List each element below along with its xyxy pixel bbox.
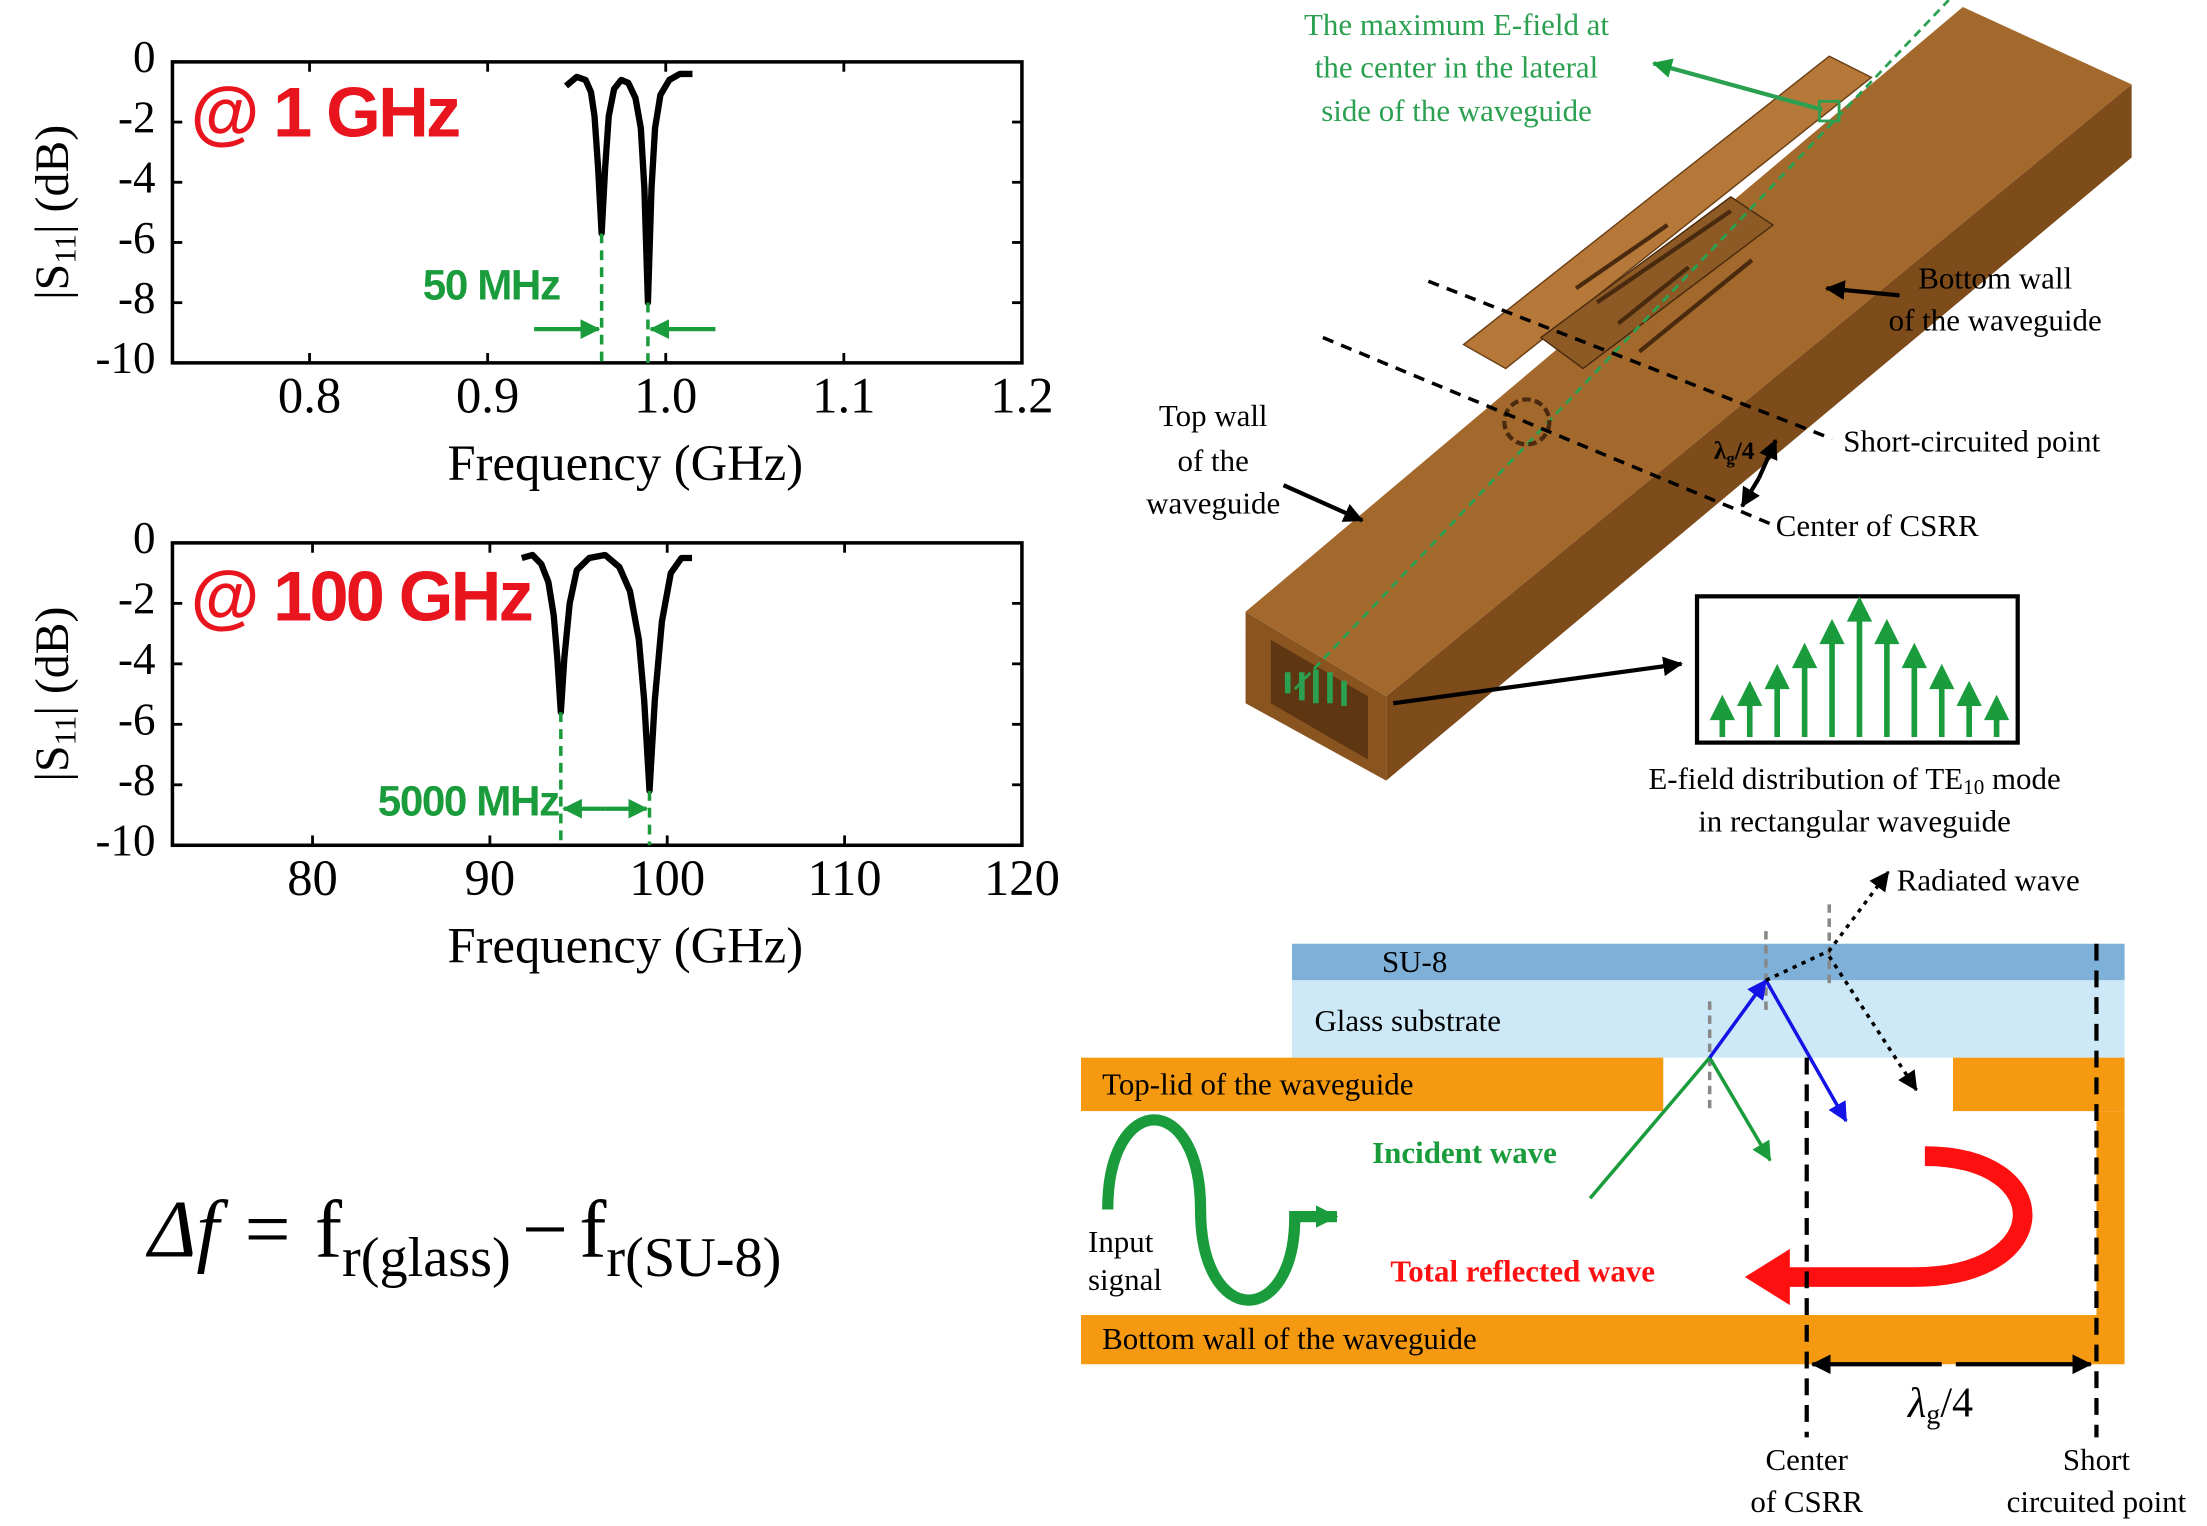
x-axis-label: Frequency (GHz)	[447, 917, 803, 973]
label: Top-lid of the waveguide	[1102, 1066, 1413, 1101]
label: Top wall	[1159, 398, 1268, 433]
y-label-sub: 11	[47, 716, 82, 746]
label: Incident wave	[1372, 1135, 1557, 1170]
page: {"chart_data": [ {"type": "line", "x_lab…	[0, 0, 2207, 1526]
figure: Δf = fr(glass)−fr(SU-8) The maximum E-fi…	[0, 0, 2207, 1526]
y-axis-label: |S11| (dB)	[26, 607, 82, 782]
annotation: @ 1 GHz	[191, 73, 459, 152]
y-tick-label: 0	[133, 513, 156, 563]
y-tick-label: -10	[96, 333, 156, 383]
x-tick-label: 0.9	[456, 367, 519, 423]
reflected-wave	[1784, 1156, 2022, 1277]
label: circuited point	[2007, 1484, 2187, 1519]
label: the center in the lateral	[1315, 49, 1598, 84]
label-part: mode	[1984, 761, 2060, 796]
y-label-part: |S	[26, 745, 79, 781]
x-tick-label: 1.1	[812, 367, 875, 423]
data-line	[522, 555, 692, 791]
label: λg/4	[1714, 437, 1755, 468]
x-axis-label: Frequency (GHz)	[447, 435, 803, 491]
label: Center of CSRR	[1776, 508, 1979, 543]
eq-lhs: Δf =	[146, 1183, 295, 1274]
annotation: 5000 MHz	[378, 778, 559, 825]
y-tick-label: -2	[118, 574, 156, 624]
y-label-sub: 11	[47, 234, 82, 264]
label: Bottom wall of the waveguide	[1102, 1321, 1477, 1356]
label: Radiated wave	[1897, 862, 2080, 897]
y-label-part: |S	[26, 264, 79, 300]
y-label-part: | (dB)	[26, 125, 79, 234]
eq-minus: −	[522, 1183, 568, 1274]
label: Total reflected wave	[1390, 1253, 1655, 1288]
label-part: λ	[1906, 1379, 1926, 1426]
label-sub: 10	[1963, 775, 1984, 799]
top-lid	[1953, 1058, 2125, 1111]
label: of the	[1178, 443, 1249, 478]
y-tick-label: -8	[118, 273, 156, 323]
eq-sub: r(glass)	[342, 1227, 511, 1289]
y-tick-label: -6	[118, 695, 156, 745]
x-tick-label: 100	[629, 850, 705, 906]
eq-f: f	[579, 1183, 607, 1274]
label: in rectangular waveguide	[1698, 803, 2011, 838]
label-part: E-field distribution of TE	[1648, 761, 1963, 796]
arrowhead	[1745, 1249, 1790, 1305]
label: Center	[1765, 1442, 1848, 1477]
x-tick-label: 0.8	[278, 367, 341, 423]
label-part: /4	[1940, 1379, 1973, 1426]
label: side of the waveguide	[1321, 93, 1592, 128]
label: Input	[1088, 1224, 1154, 1259]
x-tick-label: 1.2	[990, 367, 1053, 423]
data-line	[566, 74, 692, 303]
y-tick-label: -6	[118, 213, 156, 263]
label: λg/4	[1906, 1379, 1973, 1431]
label-sub: g	[1926, 1400, 1940, 1431]
y-axis-label: |S11| (dB)	[26, 125, 82, 300]
label: Short	[2063, 1442, 2130, 1477]
x-tick-label: 80	[287, 850, 338, 906]
label: signal	[1088, 1262, 1162, 1297]
y-tick-label: -4	[118, 634, 156, 684]
annotation: @ 100 GHz	[191, 557, 532, 636]
label: Glass substrate	[1314, 1003, 1500, 1038]
eq-f: f	[315, 1183, 343, 1274]
ray	[1710, 1058, 1770, 1161]
label-part: /4	[1734, 437, 1755, 465]
x-tick-label: 90	[465, 850, 516, 906]
equation: Δf = fr(glass)−fr(SU-8)	[146, 1183, 782, 1289]
label-part: λ	[1714, 437, 1727, 465]
label: E-field distribution of TE10 mode	[1648, 761, 2060, 799]
x-tick-label: 1.0	[634, 367, 697, 423]
y-label-part: | (dB)	[26, 607, 79, 716]
y-tick-label: -8	[118, 755, 156, 805]
eq-sub: r(SU-8)	[606, 1227, 781, 1289]
y-tick-label: -4	[118, 153, 156, 203]
y-tick-label: -2	[118, 92, 156, 142]
label: waveguide	[1146, 485, 1280, 520]
y-tick-label: 0	[133, 32, 156, 82]
label: Short-circuited point	[1843, 424, 2100, 459]
short-wall	[2096, 1111, 2124, 1315]
label: Bottom wall	[1918, 260, 2072, 295]
label: SU-8	[1382, 944, 1447, 979]
arrow	[1742, 478, 1759, 506]
x-tick-label: 110	[808, 850, 882, 906]
x-tick-label: 120	[984, 850, 1060, 906]
arrow	[1284, 485, 1363, 520]
label: of CSRR	[1750, 1484, 1863, 1519]
annotation: 50 MHz	[423, 261, 560, 308]
label: of the waveguide	[1889, 303, 2102, 338]
y-tick-label: -10	[96, 816, 156, 866]
label: The maximum E-field at	[1304, 7, 1609, 42]
